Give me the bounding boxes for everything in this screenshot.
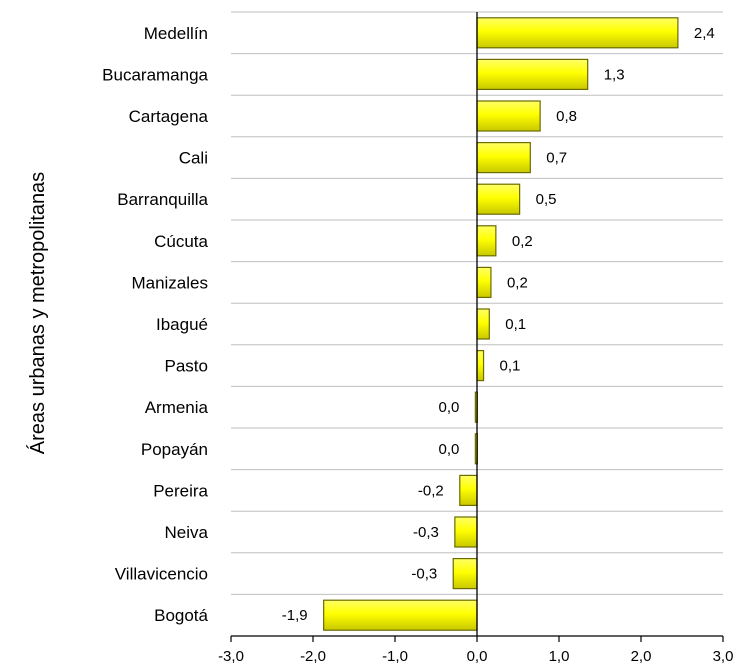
bar xyxy=(476,350,485,382)
category-label: Manizales xyxy=(131,273,208,292)
bar xyxy=(476,17,679,49)
bar xyxy=(459,474,478,506)
category-label: Medellín xyxy=(144,24,208,43)
data-label: -1,9 xyxy=(282,607,308,624)
x-tick-label: 2,0 xyxy=(631,648,652,665)
category-label: Popayán xyxy=(141,440,208,459)
data-label: 0,2 xyxy=(507,274,528,291)
bar xyxy=(452,557,478,590)
category-label: Bogotá xyxy=(154,606,208,625)
x-tick-label: -1,0 xyxy=(382,648,408,665)
data-label: 0,1 xyxy=(500,358,521,375)
x-tick-label: 1,0 xyxy=(549,648,570,665)
data-label: -0,3 xyxy=(413,524,439,541)
data-label: 0,5 xyxy=(536,191,557,208)
data-label: 1,3 xyxy=(604,66,625,83)
data-label: 0,1 xyxy=(505,316,526,333)
category-label: Neiva xyxy=(165,523,209,542)
category-label: Cali xyxy=(179,149,208,168)
axes xyxy=(230,12,724,642)
bar xyxy=(476,142,531,174)
category-label: Villavicencio xyxy=(115,565,208,584)
data-label: 0,8 xyxy=(556,108,577,125)
x-tick-label: -2,0 xyxy=(300,648,326,665)
data-label: 0,0 xyxy=(439,399,460,416)
labels: Medellín 2,4 Bucaramanga 1,3 Cartagena 0,8 Cal… xyxy=(102,24,733,665)
category-label: Barranquilla xyxy=(117,190,208,209)
category-label: Armenia xyxy=(145,398,209,417)
data-label: -0,3 xyxy=(411,566,437,583)
category-label: Pereira xyxy=(153,481,208,500)
data-label: 0,7 xyxy=(546,150,567,167)
bar xyxy=(476,183,521,215)
x-tick-label: 0,0 xyxy=(467,648,488,665)
bars xyxy=(323,17,679,631)
category-label: Pasto xyxy=(165,357,208,376)
category-label: Bucaramanga xyxy=(102,65,208,84)
data-label: 2,4 xyxy=(694,25,715,42)
bar xyxy=(476,266,492,298)
bar xyxy=(476,225,497,257)
data-label: 0,0 xyxy=(439,441,460,458)
data-label: 0,2 xyxy=(512,233,533,250)
bar xyxy=(476,100,541,132)
y-axis-label: Áreas urbanas y metropolitanas xyxy=(26,172,49,454)
bar xyxy=(476,58,589,91)
x-tick-label: 3,0 xyxy=(713,648,734,665)
bar xyxy=(476,308,490,340)
data-label: -0,2 xyxy=(418,482,444,499)
category-label: Cúcuta xyxy=(154,232,208,251)
bar xyxy=(323,599,478,631)
x-tick-label: -3,0 xyxy=(218,648,244,665)
category-label: Ibagué xyxy=(156,315,208,334)
category-label: Cartagena xyxy=(129,107,209,126)
bar xyxy=(454,516,478,548)
